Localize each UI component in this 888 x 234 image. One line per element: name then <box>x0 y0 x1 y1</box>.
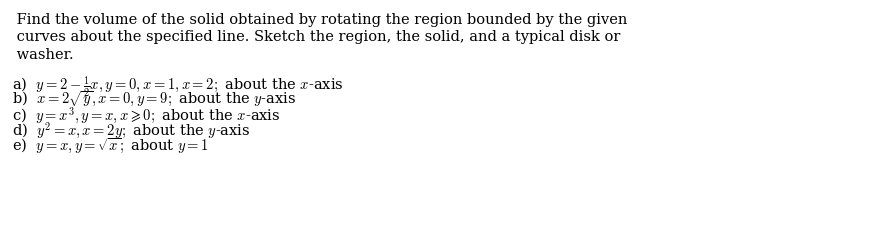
Text: e)  $y = x, y = \sqrt{x};$ about $y = 1$: e) $y = x, y = \sqrt{x};$ about $y = 1$ <box>12 136 209 156</box>
Text: c)  $y = x^3, y = x, x \geqslant 0;$ about the $x$-axis: c) $y = x^3, y = x, x \geqslant 0;$ abou… <box>12 106 281 125</box>
Text: a)  $y = 2 - \frac{1}{2}x, y = 0, x = 1, x = 2;$ about the $x$-axis: a) $y = 2 - \frac{1}{2}x, y = 0, x = 1, … <box>12 74 344 99</box>
Text: washer.: washer. <box>12 48 74 62</box>
Text: b)  $x = 2\sqrt{y}, x = 0, y = 9;$ about the $y$-axis: b) $x = 2\sqrt{y}, x = 0, y = 9;$ about … <box>12 90 297 109</box>
Text: curves about the specified line. Sketch the region, the solid, and a typical dis: curves about the specified line. Sketch … <box>12 30 621 44</box>
Text: Find the volume of the solid obtained by rotating the region bounded by the give: Find the volume of the solid obtained by… <box>12 13 628 27</box>
Text: d)  $y^2 = x, x = 2y;$ about the $y$-axis: d) $y^2 = x, x = 2y;$ about the $y$-axis <box>12 121 250 141</box>
